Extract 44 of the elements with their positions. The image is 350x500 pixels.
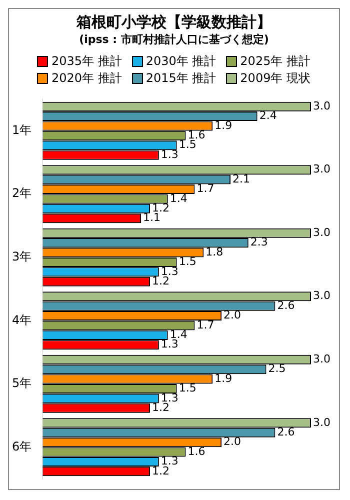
data-label: 1.3 <box>160 338 178 351</box>
chart-subtitle: (ipss : 市町村推計人口に基づく想定) <box>78 32 270 47</box>
data-label: 3.0 <box>313 226 330 239</box>
y-tick-label: 6年 <box>12 439 32 454</box>
y-tick-label: 4年 <box>12 312 32 327</box>
y-tick-label: 5年 <box>12 376 32 390</box>
data-label: 1.3 <box>160 148 178 161</box>
data-label: 1.2 <box>152 464 170 478</box>
data-label: 2.1 <box>232 172 250 186</box>
data-label: 2.6 <box>277 425 295 438</box>
data-label: 3.0 <box>313 416 330 429</box>
legend-label: 2009年 現状 <box>240 70 311 87</box>
data-label: 1.4 <box>170 192 188 205</box>
data-label: 2.3 <box>250 236 268 249</box>
legend-label: 2030年 推計 <box>146 53 216 70</box>
data-label: 3.0 <box>313 162 330 176</box>
data-label: 1.5 <box>178 382 196 395</box>
data-label: 1.5 <box>178 138 196 152</box>
data-label: 2.0 <box>224 308 242 322</box>
data-label: 3.0 <box>313 99 330 112</box>
data-label: 1.2 <box>152 274 170 288</box>
chart-title: 箱根町小学校【学級数推計】 <box>75 13 272 32</box>
data-label: 1.7 <box>196 182 214 196</box>
data-label: 1.1 <box>143 211 161 224</box>
data-label: 1.7 <box>196 318 214 332</box>
data-label: 2.5 <box>268 362 286 376</box>
data-label: 1.9 <box>214 118 232 132</box>
data-label: 1.6 <box>188 444 206 458</box>
legend-label: 2015年 推計 <box>146 70 216 87</box>
data-label: 1.5 <box>178 255 196 268</box>
data-label: 3.0 <box>313 289 330 302</box>
legend-label: 2020年 推計 <box>51 70 122 87</box>
y-tick-label: 2年 <box>12 186 32 200</box>
data-label: 3.0 <box>313 352 330 366</box>
data-label: 1.8 <box>206 245 224 258</box>
data-label: 2.6 <box>277 298 295 312</box>
data-label: 1.2 <box>152 401 170 414</box>
data-label: 2.0 <box>224 435 242 448</box>
y-tick-label: 3年 <box>12 249 32 264</box>
data-label: 2.4 <box>259 109 277 122</box>
data-label: 1.9 <box>214 372 232 385</box>
legend-label: 2025年 推計 <box>240 53 311 70</box>
legend-label: 2035年 推計 <box>51 53 122 70</box>
y-tick-label: 1年 <box>12 122 32 137</box>
